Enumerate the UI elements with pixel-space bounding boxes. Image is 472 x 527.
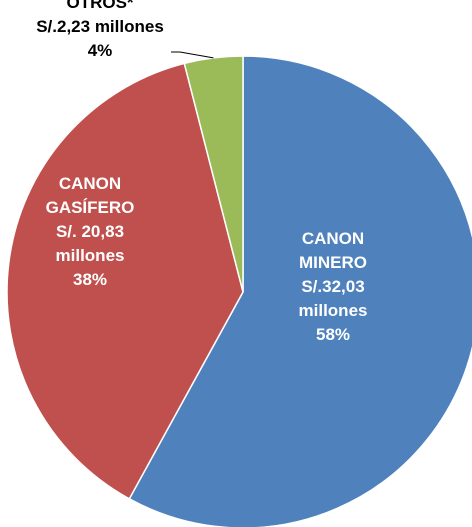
slice-label-line: 58% [316,325,350,344]
slice-label-line: S/. 20,83 [56,222,124,241]
slice-label-canon-minero: CANON MINERO S/.32,03 millones 58% [299,229,368,344]
slice-label-line: 4% [88,41,113,60]
pie-slice-canon-gasifero [6,62,244,500]
slice-label-line: CANON [59,174,121,193]
slice-label-line: 38% [73,270,107,289]
slice-label-canon-gasifero: CANON GASÍFERO S/. 20,83 millones 38% [46,174,135,289]
slice-label-line: millones [56,246,125,265]
pie-labels: CANON MINERO S/.32,03 millones 58% CANON GASÍF… [36,0,367,344]
slice-label-line: CANON [302,229,364,248]
slice-label-line: OTROS* [66,0,133,12]
slice-label-line: S/.2,23 millones [36,17,164,36]
slice-label-line: S/.32,03 [301,277,364,296]
slice-label-line: millones [299,301,368,320]
pie-slices [6,55,472,527]
otros-leader-line [179,51,214,59]
slice-label-line: GASÍFERO [46,198,135,217]
slice-label-line: MINERO [299,253,367,272]
pie-slice-otros [183,55,244,293]
slice-label-otros: OTROS* S/.2,23 millones 4% [36,0,164,60]
